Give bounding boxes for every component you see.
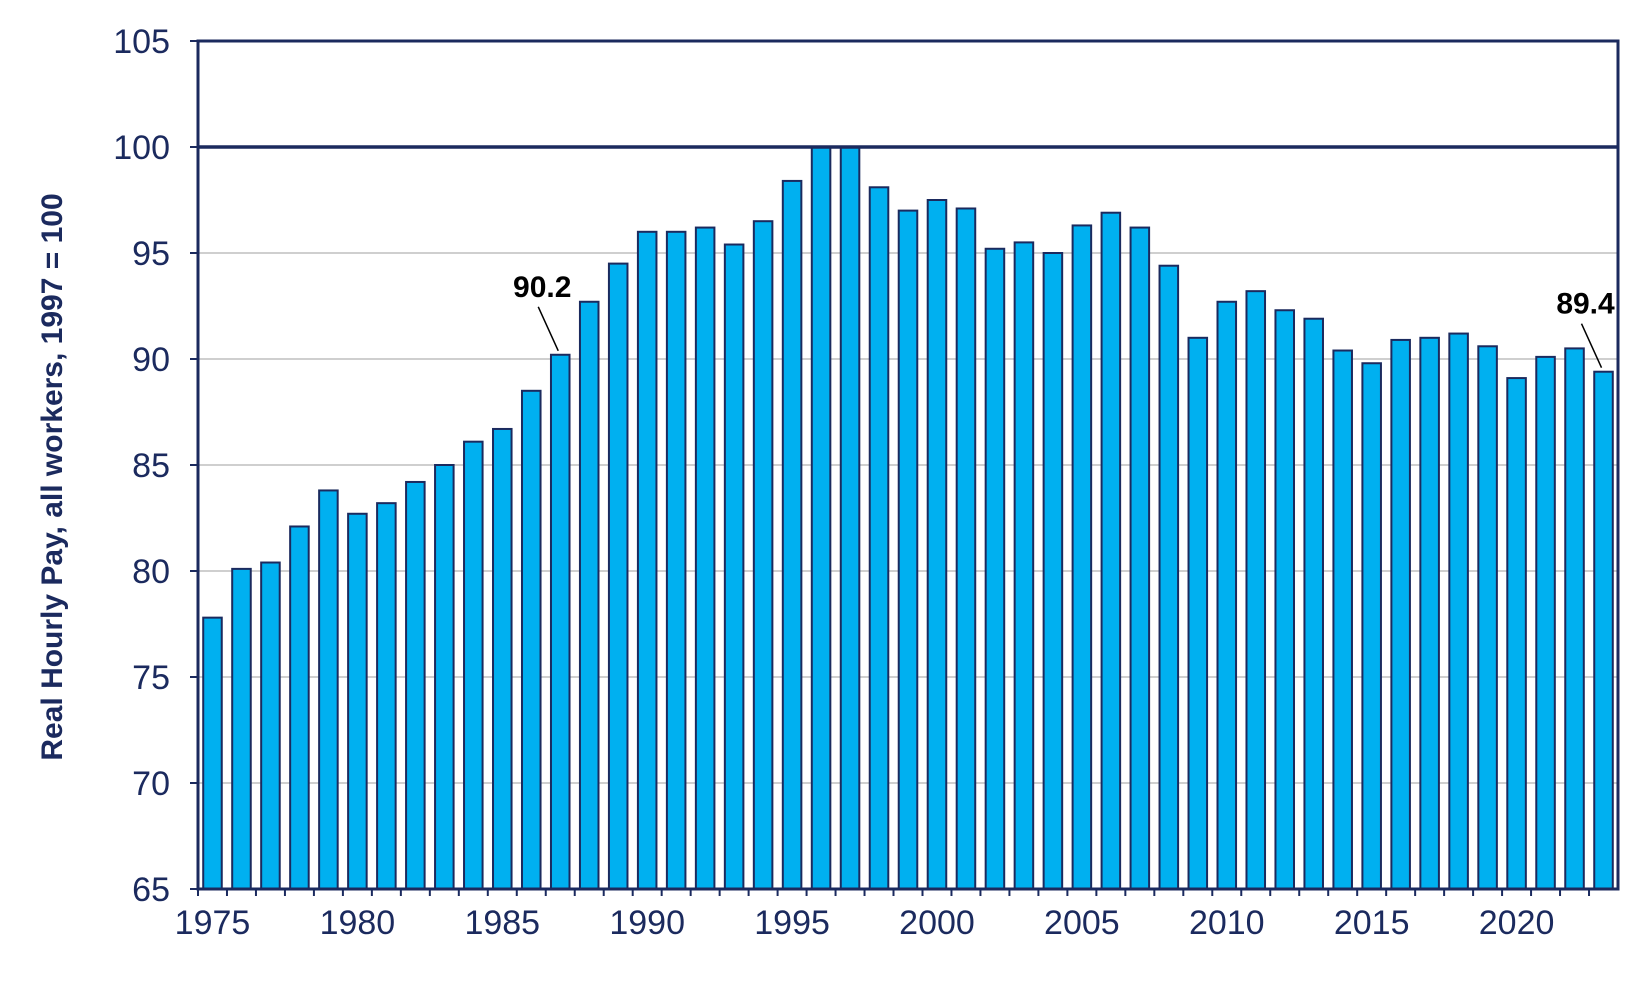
bar-1988 [578,300,600,890]
bar-2010 [1216,300,1238,890]
bar-1992 [694,226,716,890]
bar-1986 [520,389,542,890]
bar-2018 [1448,332,1469,890]
annotation-leader [537,306,559,352]
bar-2013 [1303,317,1324,891]
bar-1975 [202,616,223,890]
bar-2007 [1129,226,1151,890]
y-tick-label: 65 [132,871,170,909]
bar-2015 [1361,362,1382,890]
bar-2020 [1506,377,1527,890]
bar-1978 [289,525,310,890]
bar-2023 [1593,370,1614,891]
bar-1984 [463,440,484,890]
annotations: 90.2 89.4 [513,271,1615,369]
y-tick-label: 70 [132,765,170,803]
bar-2006 [1100,211,1122,891]
bar-1982 [405,480,426,890]
bar-1996 [810,146,832,890]
annotation-leader [1580,323,1603,369]
x-tick-label: 1980 [320,904,396,942]
y-tick-label: 100 [113,129,170,167]
bar-2005 [1071,224,1093,890]
y-axis-title: Real Hourly Pay, all workers, 1997 = 100 [36,193,69,760]
x-tick-label: 2015 [1334,904,1410,942]
x-tick-label: 2010 [1189,904,1265,942]
bar-2009 [1187,336,1209,890]
y-axis-ticks: 65 70 75 80 85 90 95 100 105 [113,23,198,909]
bar-1980 [347,512,368,890]
bar-1976 [231,567,252,890]
data-label-1987: 90.2 [513,271,571,304]
bar-1994 [752,220,774,890]
bar-2002 [984,247,1006,890]
y-tick-label: 80 [132,553,170,591]
bar-1998 [868,186,890,890]
bar-2021 [1535,355,1556,890]
bar-2003 [1013,241,1035,890]
bar-1985 [492,427,513,890]
bar-1990 [636,230,658,891]
bar-1995 [781,179,803,891]
bar-1997 [839,146,861,890]
x-axis-ticks: 1975 1980 1985 1990 1995 2000 2005 2010 2015 2020 [175,889,1591,942]
bar-1989 [607,262,629,891]
y-tick-label: 85 [132,447,170,485]
x-tick-label: 1995 [754,904,830,942]
bar-2001 [955,207,977,891]
x-tick-label: 2000 [899,904,975,942]
bar-2004 [1042,252,1064,890]
x-tick-label: 2020 [1479,904,1555,942]
bar-1991 [665,230,687,891]
y-tick-label: 105 [113,23,170,61]
bar-2011 [1245,290,1267,891]
bar-2019 [1477,345,1498,890]
bar-1981 [376,502,397,890]
x-tick-label: 1985 [464,904,540,942]
bar-2014 [1332,349,1353,890]
x-tick-label: 1975 [175,904,251,942]
bar-1983 [434,464,455,890]
y-tick-label: 75 [132,659,170,697]
bar-series [202,146,1614,891]
bar-1987 [549,353,571,890]
bar-2008 [1158,264,1180,891]
bar-2012 [1274,309,1296,890]
bar-2000 [926,199,948,890]
bar-2022 [1564,347,1585,890]
bar-2016 [1390,338,1411,891]
data-label-2023: 89.4 [1556,288,1615,321]
x-tick-label: 1990 [609,904,685,942]
y-tick-label: 95 [132,235,170,273]
y-tick-label: 90 [132,341,170,379]
bar-1993 [723,243,745,890]
bar-1979 [318,489,339,890]
bar-2017 [1419,336,1440,890]
bar-1999 [897,209,919,891]
bar-1977 [260,561,281,891]
x-tick-label: 2005 [1044,904,1120,942]
